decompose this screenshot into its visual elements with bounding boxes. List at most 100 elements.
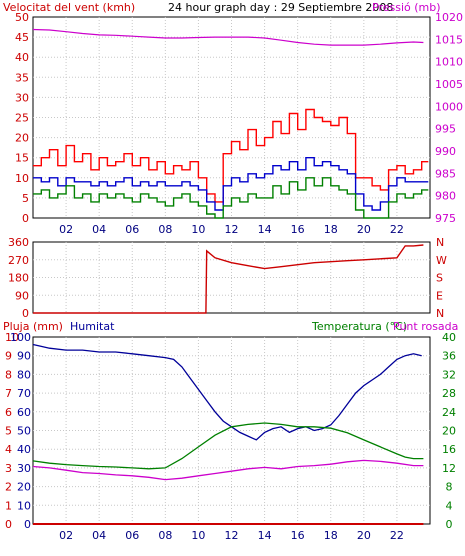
pressure-tick-label: 1000 <box>435 100 463 113</box>
pressure-tick-label: 990 <box>435 145 456 158</box>
panel-climate-grid <box>33 337 430 524</box>
direction-tick-label: 90 <box>15 289 29 302</box>
temperature-tick-label: 24 <box>442 406 456 419</box>
direction-tick-label: 0 <box>22 307 29 320</box>
hour-tick-label: 08 <box>158 223 172 236</box>
rain-tick-label: 10 <box>5 331 19 344</box>
series-direction <box>33 244 424 314</box>
direction-tick-label: 270 <box>8 254 29 267</box>
humidity-tick-label: 40 <box>17 443 31 456</box>
series-wind-avg <box>33 157 429 211</box>
dewpoint-label: Punt rosada <box>393 320 458 333</box>
compass-label: E <box>436 289 443 302</box>
hour-tick-label: 14 <box>258 223 272 236</box>
pressure-tick-label: 975 <box>435 212 456 225</box>
direction-degree-axis: 0 90 180 270 360 <box>8 236 29 320</box>
temperature-tick-label: 12 <box>442 462 456 475</box>
pressure-tick-label: 1020 <box>435 11 463 24</box>
humidity-tick-label: 50 <box>17 425 31 438</box>
temperature-tick-label: 40 <box>442 331 456 344</box>
temperature-tick-label: 20 <box>442 425 456 438</box>
hour-tick-label: 06 <box>125 529 139 542</box>
rain-tick-label: 2 <box>5 481 12 494</box>
temperature-axis: 0 4 8 12 16 20 24 28 32 36 40 <box>442 331 456 531</box>
rain-tick-label: 9 <box>5 350 12 363</box>
wind-tick-label: 20 <box>15 132 29 145</box>
hour-tick-label: 06 <box>125 223 139 236</box>
pressure-tick-label: 980 <box>435 190 456 203</box>
humidity-tick-label: 70 <box>17 387 31 400</box>
series-temperature <box>32 422 424 470</box>
pressure-tick-label: 1005 <box>435 78 463 91</box>
compass-label: S <box>436 272 443 285</box>
pressure-label: Pressió (mb) <box>372 1 441 14</box>
rain-tick-label: 0 <box>5 518 12 531</box>
wind-speed-label: Velocitat del vent (kmh) <box>3 1 135 14</box>
temperature-tick-label: 4 <box>446 499 453 512</box>
rain-tick-label: 3 <box>5 462 12 475</box>
hour-tick-label: 10 <box>191 529 205 542</box>
humidity-tick-label: 80 <box>17 368 31 381</box>
pressure-tick-label: 995 <box>435 123 456 136</box>
direction-tick-label: 180 <box>8 272 29 285</box>
temperature-tick-label: 28 <box>442 387 456 400</box>
compass-label: N <box>436 236 444 249</box>
hour-tick-label: 08 <box>158 529 172 542</box>
wind-tick-label: 10 <box>15 172 29 185</box>
series-dewpoint <box>32 459 424 481</box>
wind-tick-label: 0 <box>22 212 29 225</box>
wind-tick-label: 25 <box>15 112 29 125</box>
hour-tick-label: 02 <box>59 223 73 236</box>
panel-direction-series <box>33 244 424 314</box>
hour-tick-label: 14 <box>258 529 272 542</box>
hour-tick-label: 16 <box>291 223 305 236</box>
temperature-label: Temperatura (°C) <box>311 320 407 333</box>
temperature-tick-label: 8 <box>446 481 453 494</box>
hour-tick-label: 04 <box>92 529 106 542</box>
temperature-tick-label: 32 <box>442 368 456 381</box>
hour-tick-label: 04 <box>92 223 106 236</box>
pressure-axis: 975 980 985 990 995 1000 1005 1010 1015 1020 <box>435 11 463 225</box>
rain-axis: 0 1 2 3 4 5 6 7 8 9 10 <box>5 331 19 531</box>
humidity-label: Humitat <box>70 320 115 333</box>
humidity-tick-label: 20 <box>17 481 31 494</box>
hour-tick-label: 22 <box>390 529 404 542</box>
hour-tick-label: 18 <box>324 223 338 236</box>
hour-axis-bottom: 02 04 06 08 10 12 14 16 18 20 22 <box>59 529 404 542</box>
humidity-tick-label: 30 <box>17 462 31 475</box>
humidity-tick-label: 100 <box>10 331 31 344</box>
panel-wind-series <box>32 28 429 219</box>
temperature-tick-label: 16 <box>442 443 456 456</box>
series-wind-min <box>33 177 429 219</box>
chart-title: 24 hour graph day : 29 Septiembre 2008 <box>168 1 393 14</box>
humidity-tick-label: 0 <box>24 518 31 531</box>
compass-label: N <box>436 307 444 320</box>
wind-tick-label: 40 <box>15 51 29 64</box>
temperature-tick-label: 0 <box>446 518 453 531</box>
wind-tick-label: 5 <box>22 192 29 205</box>
hour-tick-label: 02 <box>59 529 73 542</box>
rain-tick-label: 7 <box>5 387 12 400</box>
humidity-axis: 0 10 20 30 40 50 60 70 80 90 100 <box>10 331 31 531</box>
hour-tick-label: 18 <box>324 529 338 542</box>
hour-tick-label: 22 <box>390 223 404 236</box>
series-humidity <box>32 343 422 441</box>
temperature-tick-label: 36 <box>442 350 456 363</box>
hour-tick-label: 10 <box>191 223 205 236</box>
hour-tick-label: 20 <box>357 529 371 542</box>
pressure-tick-label: 1010 <box>435 56 463 69</box>
direction-tick-label: 360 <box>8 236 29 249</box>
compass-label: W <box>436 254 447 267</box>
humidity-tick-label: 90 <box>17 350 31 363</box>
rain-tick-label: 8 <box>5 368 12 381</box>
pressure-tick-label: 1015 <box>435 33 463 46</box>
series-wind-max <box>33 108 429 203</box>
humidity-tick-label: 60 <box>17 406 31 419</box>
rain-tick-label: 6 <box>5 406 12 419</box>
pressure-tick-label: 985 <box>435 167 456 180</box>
